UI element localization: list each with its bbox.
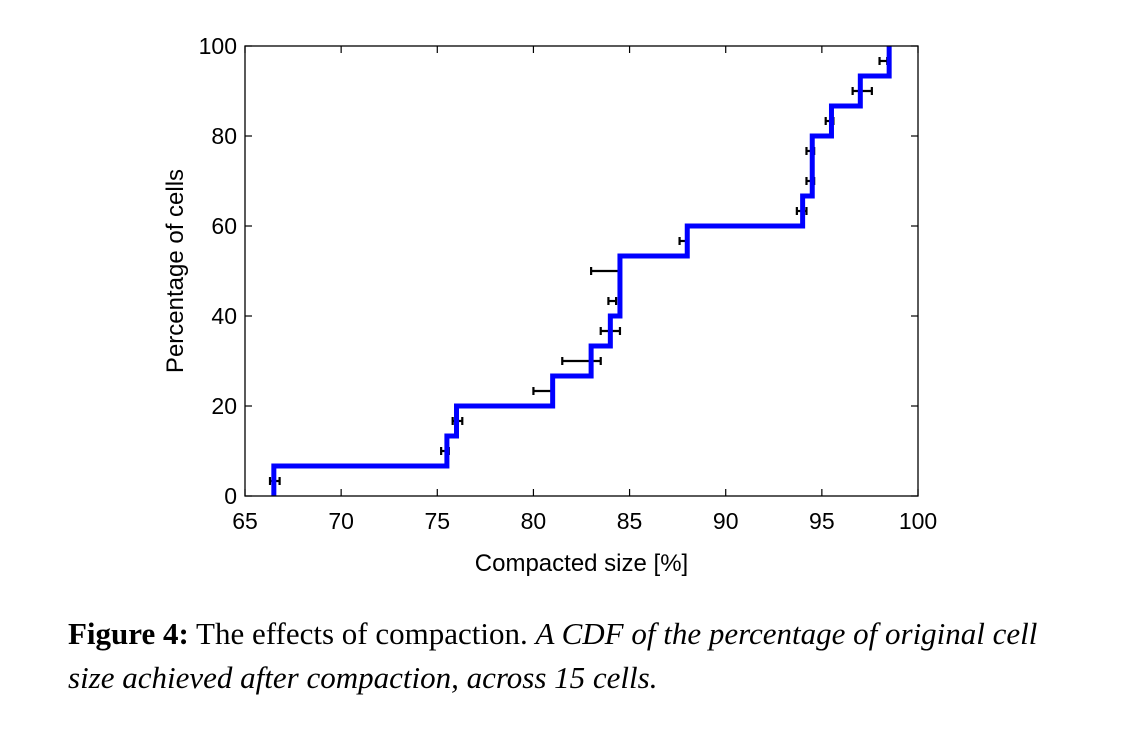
y-tick-label: 40	[211, 303, 237, 329]
error-bars	[268, 56, 889, 486]
x-tick-label: 85	[617, 508, 643, 534]
error-bar	[607, 297, 618, 306]
y-tick-label: 60	[211, 213, 237, 239]
x-tick-label: 100	[899, 508, 937, 534]
figure-caption: Figure 4: The effects of compaction. A C…	[68, 612, 1088, 700]
error-bar	[532, 387, 554, 396]
error-bar	[878, 56, 889, 65]
x-tick-label: 70	[328, 508, 354, 534]
y-tick-label: 100	[199, 33, 237, 59]
x-tick-label: 95	[809, 508, 835, 534]
figure-title: The effects of compaction.	[196, 616, 528, 651]
y-tick-label: 0	[224, 483, 237, 509]
y-axis-label: Percentage of cells	[162, 169, 189, 373]
y-tick-label: 80	[211, 123, 237, 149]
axis-ticks: 65 70 75 80 85 90 95 100 0 20 40 60 80 100	[199, 33, 938, 534]
x-axis-label: Compacted size [%]	[475, 550, 688, 577]
error-bar	[590, 267, 622, 275]
error-bar	[561, 357, 602, 365]
figure-description: A CDF of the percentage of original cell…	[68, 616, 1038, 695]
x-tick-label: 80	[521, 508, 547, 534]
x-tick-label: 65	[232, 508, 258, 534]
x-tick-label: 75	[424, 508, 450, 534]
cdf-chart: 65 70 75 80 85 90 95 100 0 20 40 60 80 100 Compacted …	[162, 33, 938, 577]
figure-label: Figure 4:	[68, 616, 189, 651]
plot-frame	[244, 45, 919, 497]
cdf-line	[271, 46, 892, 496]
x-tick-label: 90	[713, 508, 739, 534]
y-tick-label: 20	[211, 393, 237, 419]
cdf-line-layer	[271, 46, 892, 496]
